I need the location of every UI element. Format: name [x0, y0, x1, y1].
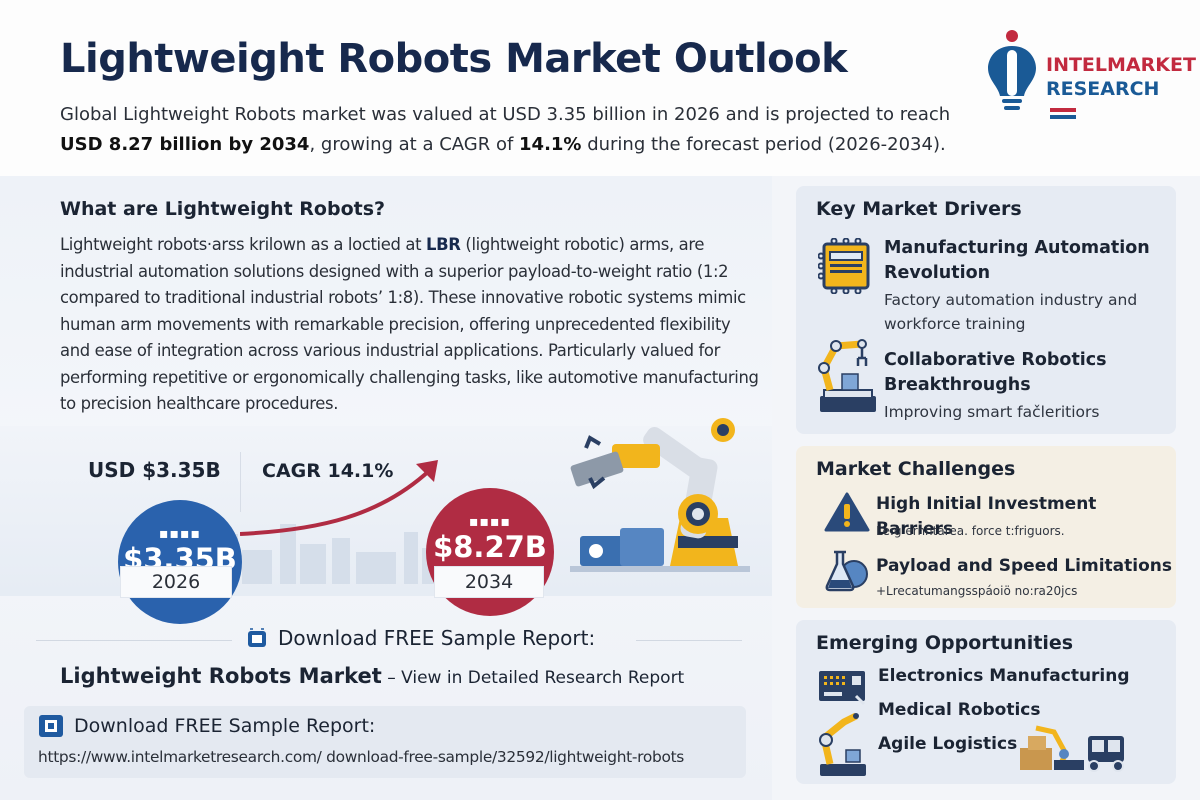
market-challenges-card: Market Challenges High Initial Investmen… — [796, 446, 1176, 608]
summary-highlight-value: USD 8.27 billion by 2034 — [60, 134, 310, 155]
logo-line-1: INTELMARKET — [1046, 54, 1196, 76]
circuit-board-icon — [819, 671, 866, 706]
download-heading-row: Download FREE Sample Report: — [36, 626, 742, 656]
header: Lightweight Robots Market Outlook Global… — [0, 0, 1200, 176]
sample-report-title: Download FREE Sample Report: — [38, 714, 375, 738]
opportunity-item: Agile Logistics — [878, 734, 1018, 754]
opportunity-item: Medical Robotics — [878, 700, 1041, 720]
download-icon — [248, 628, 266, 647]
company-logo[interactable]: INTELMARKET RESEARCH — [984, 26, 1196, 119]
end-value: $8.27B — [433, 530, 547, 564]
key-drivers-card: Key Market Drivers Manufacturing Automat… — [796, 186, 1176, 434]
growth-arrow — [240, 460, 438, 536]
report-link-title[interactable]: Lightweight Robots Market – View in Deta… — [60, 664, 684, 688]
challenge-desc: Le:g ernhtarea. force t:friguors. — [876, 524, 1065, 538]
sample-report-url[interactable]: https://www.intelmarketresearch.com/ dow… — [38, 748, 685, 766]
report-link-caption: – View in Detailed Research Report — [381, 668, 685, 688]
driver-title: Collaborative Robotics Breakthroughs — [884, 350, 1107, 395]
value-dots: ▪▪▪▪ — [469, 514, 511, 530]
logo-line-2: RESEARCH — [1046, 77, 1196, 125]
definition-text-part: Lightweight robots·arss krilown as a loc… — [60, 235, 427, 254]
flag-stripes-icon — [1050, 107, 1076, 119]
divider-line — [36, 640, 232, 641]
challenge-desc: +Lrecatumangsspáoiö no:ra20jcs — [876, 584, 1078, 598]
growth-visual: USD $3.35B CAGR 14.1% ▪▪▪▪ $3.35B 2026 ▪… — [0, 418, 772, 624]
summary-highlight-cagr: 14.1% — [519, 134, 582, 155]
robot-arm-illustration — [570, 418, 750, 572]
summary-text: during the forecast period (2026-2034). — [581, 134, 946, 155]
driver-title: Manufacturing Automation Revolution — [884, 238, 1150, 283]
cagr-label: CAGR 14.1% — [262, 460, 394, 482]
control-panel-icon — [818, 238, 870, 294]
stat-divider — [240, 452, 241, 512]
emerging-opportunities-card: Emerging Opportunities Electronics Manuf… — [796, 620, 1176, 784]
sample-report-box: Download FREE Sample Report: https://www… — [24, 706, 746, 778]
driver-desc: Factory automation industry and workforc… — [884, 291, 1138, 333]
definition-text: Lightweight robots·arss krilown as a loc… — [60, 232, 760, 418]
driver-desc: Improving smart fačleritiors — [884, 403, 1100, 421]
challenge-title: High Initial Investment Barriers — [876, 494, 1097, 539]
download-heading-text: Download FREE Sample Report: — [278, 626, 596, 650]
report-name: Lightweight Robots Market — [60, 664, 382, 688]
end-year: 2034 — [434, 566, 544, 598]
drivers-title: Key Market Drivers — [816, 198, 1022, 220]
market-summary: Global Lightweight Robots market was val… — [60, 100, 960, 160]
lightbulb-icon — [988, 30, 1036, 110]
start-value-label: USD $3.35B — [88, 458, 221, 482]
download-heading[interactable]: Download FREE Sample Report: — [246, 626, 595, 650]
opportunities-title: Emerging Opportunities — [816, 632, 1074, 654]
challenge-title: Payload and Speed Limitations — [876, 556, 1172, 576]
challenges-title: Market Challenges — [816, 458, 1016, 480]
robot-arm-icon — [819, 712, 866, 776]
start-year: 2026 — [120, 566, 232, 598]
opportunity-item: Electronics Manufacturing — [878, 666, 1130, 686]
start-value-circle: ▪▪▪▪ $3.35B — [118, 500, 242, 624]
report-icon — [39, 715, 63, 737]
definition-highlight: LBR — [426, 235, 461, 254]
summary-text: , growing at a CAGR of — [309, 134, 520, 155]
definition-text-part: (lightweight robotic) arms, are industri… — [60, 235, 759, 413]
section-title-what: What are Lightweight Robots? — [60, 198, 386, 220]
logistics-robot-icon — [1020, 725, 1124, 772]
overview-panel: What are Lightweight Robots? Lightweight… — [0, 176, 772, 800]
summary-text: Global Lightweight Robots market was val… — [60, 104, 951, 125]
divider-line — [636, 640, 742, 641]
logo-line-2-text: RESEARCH — [1046, 78, 1160, 100]
page-title: Lightweight Robots Market Outlook — [60, 36, 848, 82]
flask-icon — [825, 550, 868, 592]
sample-report-title-text: Download FREE Sample Report: — [74, 715, 376, 737]
warning-icon — [824, 492, 870, 532]
value-dots: ▪▪▪▪ — [159, 526, 201, 542]
robot-arm-icon — [818, 339, 876, 412]
logo-wordmark: INTELMARKET RESEARCH — [1046, 53, 1196, 125]
